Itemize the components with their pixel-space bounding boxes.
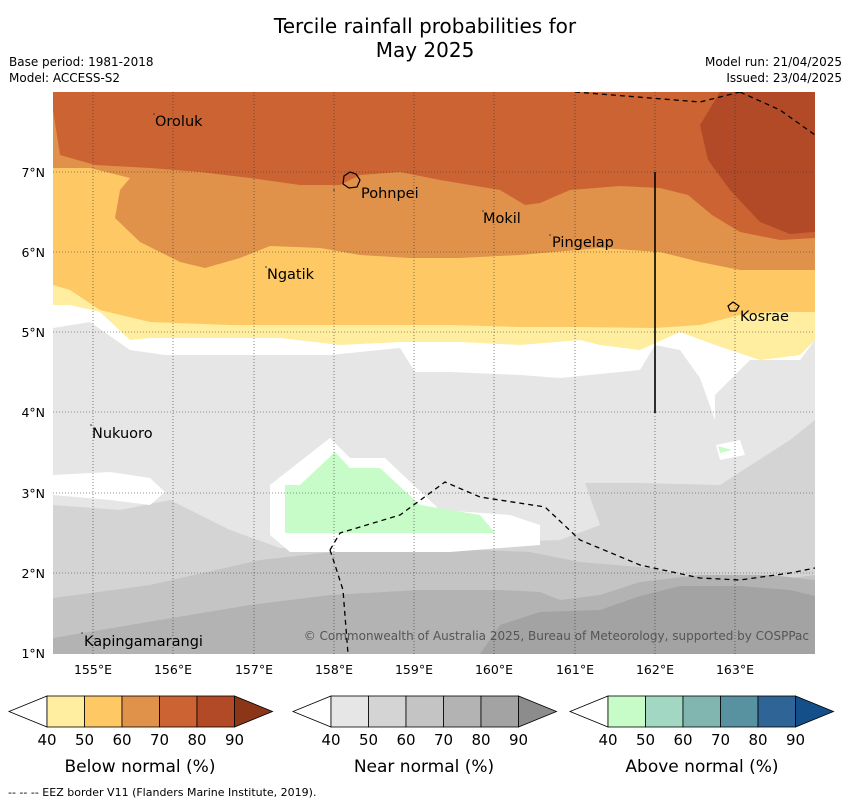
eez-footnote: -- -- -- EEZ border V11 (Flanders Marine…: [8, 786, 317, 799]
lon-label: 163°E: [716, 662, 754, 677]
place-label-pingelap: Pingelap: [552, 235, 614, 251]
longitude-labels: 155°E 156°E 157°E 158°E 159°E 160°E 161°…: [74, 662, 754, 677]
colorbar-tick-label: 60: [673, 731, 692, 749]
colorbar-tick-label: 40: [37, 731, 56, 749]
colorbar-box: [196, 695, 235, 728]
colorbar-box: [84, 695, 123, 728]
colorbar-under-triangle: [291, 695, 332, 728]
colorbar-box: [368, 695, 407, 728]
lon-label: 157°E: [235, 662, 273, 677]
colorbar-box: [330, 695, 369, 728]
colorbar-box: [757, 695, 796, 728]
colorbar-tick-label: 70: [150, 731, 169, 749]
near-normal-80-region: [480, 586, 815, 654]
meta-right: Model run: 21/04/2025 Issued: 23/04/2025: [705, 54, 842, 86]
colorbar-tick-label: 80: [471, 731, 490, 749]
above-normal-40-region: [285, 452, 495, 533]
legend-below-label: Below normal (%): [65, 757, 216, 777]
colorbar-under-triangle: [568, 695, 609, 728]
map-area: Oroluk Pohnpei Mokil Pingelap Ngatik Kos…: [53, 92, 815, 654]
colorbar-over-triangle: [795, 695, 835, 728]
colorbar-tick-label: 90: [509, 731, 528, 749]
colorbar-tick-label: 90: [225, 731, 244, 749]
lon-label: 160°E: [475, 662, 513, 677]
lon-label: 162°E: [636, 662, 674, 677]
below-normal-70-region: [53, 92, 815, 240]
place-label-kapingamarangi: Kapingamarangi: [84, 634, 203, 650]
place-label-mokil: Mokil: [483, 211, 521, 227]
colorbar-box: [682, 695, 721, 728]
colorbar-over-triangle: [234, 695, 274, 728]
island-markers: [81, 113, 551, 634]
colorbar-box: [159, 695, 198, 728]
eez-border: [329, 92, 815, 654]
colorbar-tick-label: 70: [434, 731, 453, 749]
model-name: Model: ACCESS-S2: [9, 71, 121, 85]
colorbar-tick-label: 60: [112, 731, 131, 749]
title-line-2: May 2025: [375, 38, 475, 62]
place-label-kosrae: Kosrae: [740, 309, 789, 325]
colorbar-tick-label: 50: [636, 731, 655, 749]
legend-below-normal: Below normal (%) 40 50 60 70 80 90: [7, 695, 274, 777]
colorbar-tick-label: 70: [711, 731, 730, 749]
pohnpei-island: [342, 171, 361, 189]
place-label-pohnpei: Pohnpei: [361, 186, 419, 202]
lat-label: 1°N: [21, 646, 45, 661]
place-label-nukuoro: Nukuoro: [92, 426, 153, 442]
lat-label: 6°N: [21, 245, 45, 260]
lon-label: 159°E: [395, 662, 433, 677]
colorbar-tick-label: 50: [359, 731, 378, 749]
latitude-labels: 7°N 6°N 5°N 4°N 3°N 2°N 1°N: [21, 165, 45, 661]
lat-label: 5°N: [21, 325, 45, 340]
colorbar-box: [607, 695, 646, 728]
lon-label: 158°E: [315, 662, 353, 677]
legend-near-label: Near normal (%): [354, 757, 494, 777]
title-line-1: Tercile rainfall probabilities for: [273, 14, 577, 38]
colorbar-box: [480, 695, 519, 728]
colorbar-box: [645, 695, 684, 728]
colorbar-tick-label: 80: [187, 731, 206, 749]
lon-label: 161°E: [556, 662, 594, 677]
colorbar-tick-label: 60: [396, 731, 415, 749]
legend-near-normal: Near normal (%) 40 50 60 70 80 90: [291, 695, 558, 777]
neutral-west-patch: [53, 472, 165, 505]
lon-label: 155°E: [74, 662, 112, 677]
colorbar-tick-label: 40: [321, 731, 340, 749]
lat-label: 7°N: [21, 165, 45, 180]
colorbar-tick-label: 40: [598, 731, 617, 749]
below-normal-80-region: [700, 92, 815, 234]
colorbar-box: [720, 695, 759, 728]
colorbar-tick-label: 80: [748, 731, 767, 749]
colorbar-over-triangle: [518, 695, 558, 728]
colorbar-tick-label: 90: [786, 731, 805, 749]
map-title: Tercile rainfall probabilities for May 2…: [0, 14, 850, 62]
meta-left: Base period: 1981-2018 Model: ACCESS-S2: [9, 54, 154, 86]
lat-label: 4°N: [21, 405, 45, 420]
lat-label: 3°N: [21, 486, 45, 501]
place-label-oroluk: Oroluk: [155, 114, 203, 130]
above-normal-40-east: [718, 446, 732, 453]
colorbar-under-triangle: [7, 695, 48, 728]
kosrae-island: [727, 301, 740, 312]
colorbar-box: [443, 695, 482, 728]
legend-above-normal: Above normal (%) 40 50 60 70 80 90: [568, 695, 835, 777]
base-period: Base period: 1981-2018: [9, 55, 154, 69]
place-label-ngatik: Ngatik: [267, 267, 315, 283]
colorbar-box: [46, 695, 85, 728]
issued-date: Issued: 23/04/2025: [726, 71, 842, 85]
colorbar-box: [405, 695, 444, 728]
colorbar-box: [121, 695, 160, 728]
legend-above-label: Above normal (%): [625, 757, 778, 777]
model-run: Model run: 21/04/2025: [704, 55, 842, 69]
lon-label: 156°E: [154, 662, 192, 677]
colorbar-tick-label: 50: [75, 731, 94, 749]
copyright-text: © Commonwealth of Australia 2025, Bureau…: [304, 629, 809, 643]
lat-label: 2°N: [21, 566, 45, 581]
